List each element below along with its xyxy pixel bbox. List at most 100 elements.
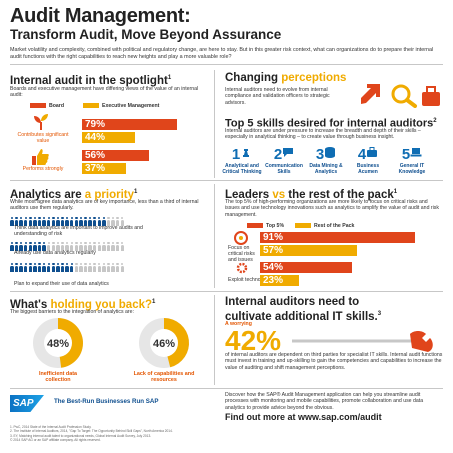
person-icon — [97, 263, 101, 272]
row2-label: Performs strongly — [22, 166, 64, 172]
gear-icon — [236, 262, 248, 274]
analytics-row1-label: Think data analytics are important to im… — [14, 225, 143, 237]
person-icon — [88, 217, 92, 226]
legend-board: Board — [30, 103, 64, 109]
skill-item-2: 2 Communication Skills — [265, 146, 303, 175]
person-icon — [47, 242, 51, 251]
person-icon — [60, 217, 65, 226]
leaders-row1-label: Focus on critical risks and issues — [228, 245, 255, 263]
leaders-title: Leaders vs the rest of the pack1 — [225, 188, 398, 201]
worrying-label: A worrying — [225, 321, 252, 327]
person-icon — [33, 242, 37, 251]
analytics-row3-label: Plan to expand their use of data analyti… — [14, 281, 109, 287]
sprout-icon — [34, 114, 48, 130]
person-icon — [74, 263, 79, 272]
person-icon — [24, 217, 28, 226]
person-icon — [14, 242, 19, 251]
person-icon — [88, 263, 92, 272]
exec-bar-1: 44% — [82, 132, 135, 143]
person-icon — [111, 263, 115, 272]
person-icon — [115, 242, 120, 251]
board-bar-2: 56% — [82, 150, 150, 161]
person-icon — [28, 263, 33, 272]
person-icon — [106, 242, 111, 251]
arrow-up-icon — [361, 84, 380, 104]
wrench-icon — [292, 331, 433, 352]
divider — [10, 180, 443, 181]
person-icon — [79, 242, 83, 251]
person-icon — [56, 242, 60, 251]
holding-desc: The biggest barriers to the integration … — [10, 309, 134, 315]
person-icon — [65, 263, 69, 272]
legend-top5: Top 5% — [247, 223, 284, 229]
person-icon — [74, 242, 79, 251]
person-icon — [42, 242, 46, 251]
person-icon — [37, 217, 42, 226]
person-icon — [106, 217, 111, 226]
people-row-2 — [10, 238, 125, 251]
person-icon — [28, 217, 33, 226]
briefcase-icon — [367, 147, 378, 157]
person-icon — [51, 242, 56, 251]
changing-title: Changing perceptions — [225, 72, 347, 84]
page-title: Audit Management: — [10, 5, 191, 27]
legend-rest: Rest of the Pack — [295, 223, 354, 229]
holding-title: What's holding you back?1 — [10, 298, 156, 311]
spotlight-title: Internal audit in the spotlight1 — [10, 74, 172, 87]
person-icon — [111, 242, 115, 251]
person-icon — [102, 263, 106, 272]
person-icon — [102, 217, 106, 226]
person-icon — [65, 217, 69, 226]
leaders-row2-label: Exploit technology — [228, 277, 271, 283]
row1-label: Contributes significant value — [17, 132, 69, 144]
divider — [10, 64, 443, 65]
person-icon — [51, 263, 56, 272]
person-icon — [60, 242, 65, 251]
sap-logo: SAP — [10, 395, 44, 412]
person-icon — [65, 242, 69, 251]
person-icon — [10, 263, 14, 272]
board-bar-1: 79% — [82, 119, 177, 130]
page-subtitle: Transform Audit, Move Beyond Assurance — [10, 27, 282, 42]
person-icon — [74, 217, 79, 226]
top5-bar-2: 54% — [260, 262, 352, 273]
person-icon — [24, 242, 28, 251]
discover-text: Discover how the SAP® Audit Management a… — [225, 392, 424, 411]
person-icon — [92, 217, 97, 226]
intro-text: Market volatility and complexity, combin… — [10, 47, 434, 60]
person-icon — [56, 263, 60, 272]
person-icon — [51, 217, 56, 226]
divider — [214, 184, 215, 288]
analytics-title: Analytics are a priority1 — [10, 188, 138, 201]
divider — [10, 388, 443, 389]
person-icon — [115, 263, 120, 272]
pie-chart-1: 48% — [33, 318, 84, 368]
person-icon — [19, 217, 23, 226]
chess-icon — [243, 149, 250, 157]
person-icon — [47, 263, 51, 272]
person-icon — [42, 263, 46, 272]
divider — [10, 291, 443, 292]
person-icon — [19, 263, 23, 272]
person-icon — [120, 217, 124, 226]
person-icon — [83, 242, 88, 251]
cultivate-desc: of internal auditors are dependent on th… — [225, 352, 443, 371]
pie1-label: Inefficient data collection — [38, 371, 78, 384]
person-icon — [79, 217, 83, 226]
person-icon — [111, 217, 115, 226]
person-icon — [70, 217, 74, 226]
person-icon — [24, 263, 28, 272]
skills-desc: Internal auditors are under pressure to … — [225, 128, 421, 141]
person-icon — [37, 263, 42, 272]
person-icon — [102, 242, 106, 251]
person-icon — [28, 242, 33, 251]
divider — [214, 295, 215, 385]
people-row-1 — [10, 213, 125, 226]
cultivate-title: Internal auditors need to cultivate addi… — [225, 296, 382, 323]
pie2-label: Lack of capabilities and resources — [133, 371, 195, 384]
person-icon — [92, 263, 97, 272]
cta-link[interactable]: Find out more at www.sap.com/audit — [225, 412, 382, 422]
pie1-value: 48% — [47, 338, 69, 350]
analytics-desc: While most agree data analytics are of k… — [10, 199, 199, 212]
person-icon — [92, 242, 97, 251]
